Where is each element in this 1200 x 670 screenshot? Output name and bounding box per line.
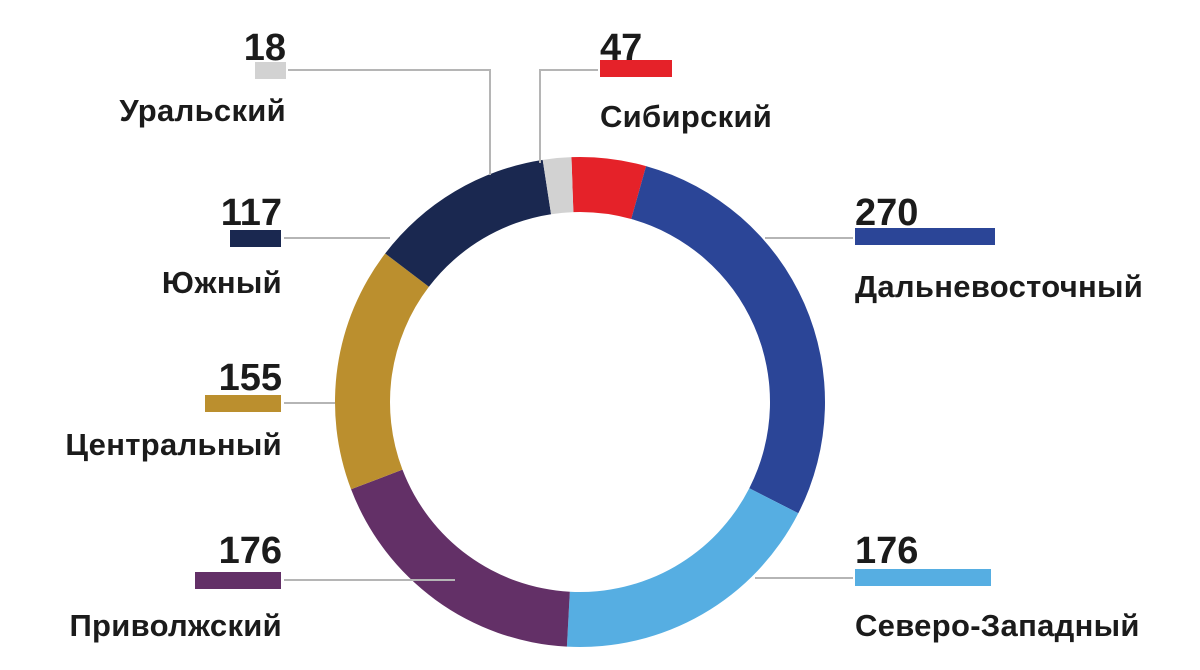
slice-3 [351, 469, 570, 647]
category-label: Южный [162, 265, 282, 300]
legend-swatch [195, 572, 281, 589]
data-label: 176 [219, 530, 282, 572]
callout-0: 47 Сибирский [539, 27, 772, 163]
legend-swatch [205, 395, 281, 412]
slice-0 [571, 157, 647, 220]
category-label: Дальневосточный [855, 269, 1143, 304]
callouts: 47 Сибирский 270 Дальневосточный 176 Северо-З… [65, 27, 1143, 643]
leader-line [539, 69, 598, 163]
legend-swatch [230, 230, 281, 247]
slice-6 [542, 157, 574, 215]
slice-5 [385, 159, 552, 287]
category-label: Уральский [119, 93, 286, 128]
category-label: Приволжский [69, 608, 282, 643]
callout-6: 18 Уральский [119, 27, 491, 175]
donut-slices [334, 157, 826, 647]
callout-5: 117 Южный [162, 192, 390, 300]
data-label: 18 [244, 27, 286, 69]
data-label: 155 [219, 357, 282, 399]
data-label: 47 [600, 27, 642, 69]
category-label: Сибирский [600, 99, 772, 134]
leader-line [288, 69, 491, 175]
legend-swatch [255, 62, 286, 79]
data-label: 117 [221, 192, 282, 234]
data-label: 176 [855, 530, 918, 572]
slice-1 [631, 166, 826, 514]
callout-3: 176 Приволжский [69, 530, 455, 643]
data-label: 270 [855, 192, 918, 234]
slice-4 [334, 253, 429, 490]
legend-swatch [855, 228, 995, 245]
legend-swatch [600, 60, 672, 77]
category-label: Северо-Западный [855, 608, 1140, 643]
callout-2: 176 Северо-Западный [755, 530, 1140, 643]
callout-1: 270 Дальневосточный [765, 192, 1143, 304]
category-label: Центральный [65, 427, 282, 462]
callout-4: 155 Центральный [65, 357, 335, 462]
slice-2 [566, 488, 799, 647]
legend-swatch [855, 569, 991, 586]
